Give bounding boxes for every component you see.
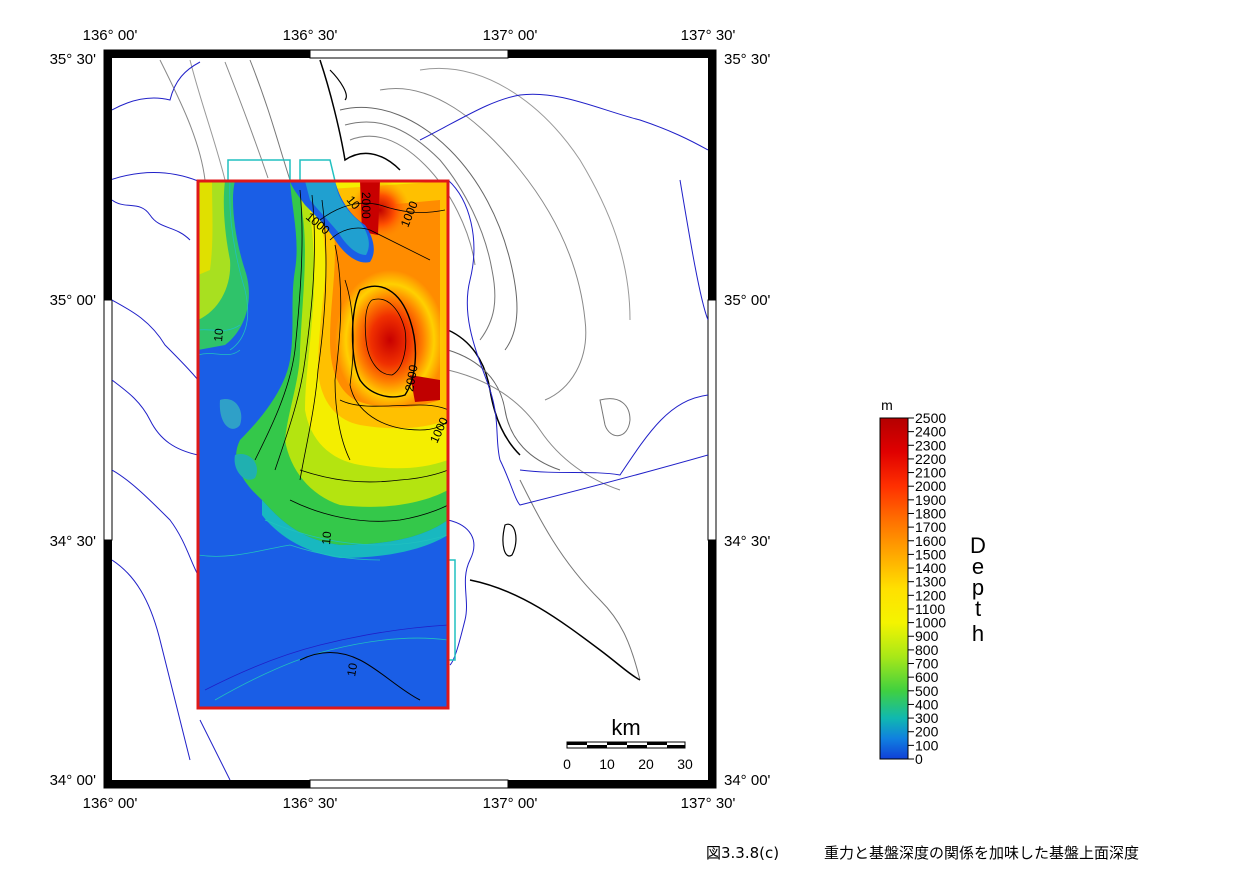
latitude-labels-right: 35° 30' 35° 00' 34° 30' 34° 00' bbox=[724, 51, 771, 789]
scale-tick: 0 bbox=[563, 756, 571, 772]
colorbar-label: 300 bbox=[915, 710, 939, 726]
lon-label: 137° 00' bbox=[483, 795, 538, 812]
lon-label: 137° 30' bbox=[681, 27, 736, 44]
figure-number: 図3.3.8(c) bbox=[706, 844, 780, 862]
colorbar-label: 2500 bbox=[915, 410, 946, 426]
colorbar-label: 1500 bbox=[915, 546, 946, 562]
colorbar-title: D e p t h bbox=[970, 533, 986, 646]
lat-label: 35° 30' bbox=[724, 51, 771, 68]
basement-depth-raster bbox=[198, 181, 448, 708]
lon-label: 137° 00' bbox=[483, 27, 538, 44]
scale-bar: km 0 10 20 30 bbox=[563, 715, 693, 772]
colorbar-label: 1700 bbox=[915, 519, 946, 535]
title-letter: D bbox=[970, 533, 986, 558]
title-letter: p bbox=[972, 575, 984, 600]
title-letter: h bbox=[972, 621, 984, 646]
colorbar-label: 900 bbox=[915, 628, 939, 644]
colorbar-label: 1200 bbox=[915, 587, 946, 603]
colorbar-label: 2200 bbox=[915, 451, 946, 467]
contour-label: 10 bbox=[344, 662, 360, 678]
lat-label: 35° 00' bbox=[724, 292, 771, 309]
figure-title: 重力と基盤深度の関係を加味した基盤上面深度 bbox=[824, 844, 1140, 862]
lon-label: 136° 30' bbox=[283, 795, 338, 812]
colorbar-label: 700 bbox=[915, 656, 939, 672]
colorbar-label: 2100 bbox=[915, 465, 946, 481]
scale-tick: 10 bbox=[599, 756, 615, 772]
colorbar-unit: m bbox=[881, 397, 893, 413]
survey-rectangle bbox=[196, 179, 450, 710]
gravity-contours bbox=[159, 59, 641, 681]
scale-unit: km bbox=[611, 715, 640, 740]
longitude-labels-top: 136° 00' 136° 30' 137° 00' 137° 30' bbox=[83, 27, 736, 44]
scale-tick: 20 bbox=[638, 756, 654, 772]
lon-label: 136° 00' bbox=[83, 27, 138, 44]
lat-label: 34° 00' bbox=[724, 772, 771, 789]
title-letter: t bbox=[975, 596, 981, 621]
colorbar-label: 1800 bbox=[915, 505, 946, 521]
colorbar-label: 1400 bbox=[915, 560, 946, 576]
colorbar-label: 1100 bbox=[915, 601, 945, 617]
colorbar-label: 400 bbox=[915, 696, 939, 712]
colorbar: m 25002400230022002100200019001800170016… bbox=[879, 397, 986, 767]
lon-label: 137° 30' bbox=[681, 795, 736, 812]
contour-label: 10 bbox=[211, 327, 226, 342]
colorbar-label: 1300 bbox=[915, 574, 946, 590]
colorbar-label: 1000 bbox=[915, 615, 946, 631]
colorbar-label: 2400 bbox=[915, 424, 946, 440]
survey-area-outline bbox=[227, 159, 456, 661]
figure-caption: 図3.3.8(c) 重力と基盤深度の関係を加味した基盤上面深度 bbox=[706, 842, 1139, 863]
coastline bbox=[112, 61, 708, 780]
colorbar-label: 800 bbox=[915, 642, 939, 658]
scale-tick: 30 bbox=[677, 756, 693, 772]
lon-label: 136° 00' bbox=[83, 795, 138, 812]
colorbar-label: 200 bbox=[915, 724, 939, 740]
colorbar-label: 1600 bbox=[915, 533, 946, 549]
lat-label: 34° 00' bbox=[50, 772, 97, 789]
lon-label: 136° 30' bbox=[283, 27, 338, 44]
colorbar-label: 2000 bbox=[915, 478, 946, 494]
colorbar-label: 2300 bbox=[915, 437, 946, 453]
contour-label: 2000 bbox=[359, 192, 373, 219]
depth-contours bbox=[198, 181, 448, 701]
lat-label: 34° 30' bbox=[724, 533, 771, 550]
colorbar-label: 500 bbox=[915, 683, 939, 699]
colorbar-label: 1900 bbox=[915, 492, 946, 508]
lat-label: 34° 30' bbox=[50, 533, 97, 550]
longitude-labels-bottom: 136° 00' 136° 30' 137° 00' 137° 30' bbox=[83, 795, 736, 812]
contour-label: 2000 bbox=[402, 363, 420, 392]
title-letter: e bbox=[972, 554, 984, 579]
lat-label: 35° 30' bbox=[50, 51, 97, 68]
colorbar-label: 600 bbox=[915, 669, 939, 685]
lat-label: 35° 00' bbox=[50, 292, 97, 309]
latitude-labels-left: 35° 30' 35° 00' 34° 30' 34° 00' bbox=[50, 51, 97, 789]
colorbar-labels: 2500240023002200210020001900180017001600… bbox=[915, 410, 946, 767]
contour-label: 10 bbox=[319, 530, 334, 545]
colorbar-label: 100 bbox=[915, 737, 939, 753]
colorbar-ticks bbox=[908, 417, 914, 760]
colorbar-label: 0 bbox=[915, 751, 923, 767]
